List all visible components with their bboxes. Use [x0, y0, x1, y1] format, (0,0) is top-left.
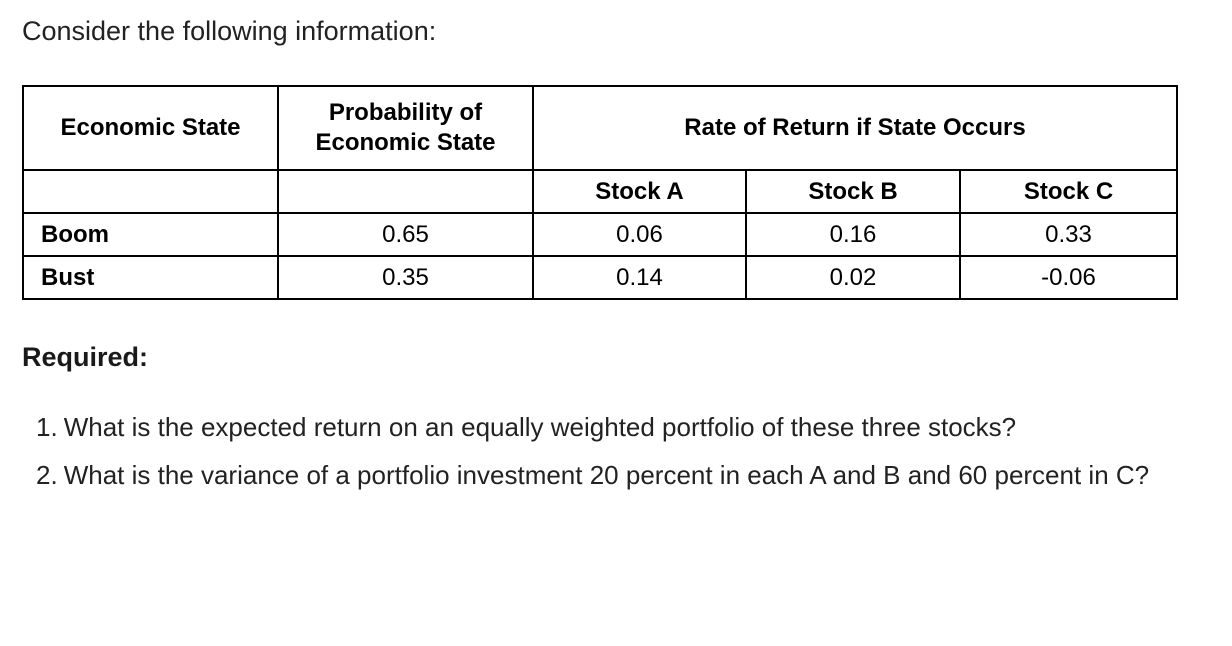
questions-list: 1. What is the expected return on an equa…: [36, 403, 1210, 499]
question-text-2: What is the variance of a portfolio inve…: [63, 460, 1150, 490]
cell-boom-stock-c: 0.33: [959, 212, 1178, 257]
cell-boom-stock-a: 0.06: [532, 212, 747, 257]
question-item-2: 2. What is the variance of a portfolio in…: [36, 451, 1210, 499]
intro-text: Consider the following information:: [22, 16, 437, 46]
returns-table: Economic State Probability of Economic S…: [22, 85, 1178, 300]
question-number-2: 2.: [36, 460, 58, 490]
header-economic-state: Economic State: [22, 85, 279, 171]
cell-bust-stock-c: -0.06: [959, 255, 1178, 300]
question-item-1: 1. What is the expected return on an equa…: [36, 403, 1210, 451]
table-stock-header-row: Stock A Stock B Stock C: [22, 169, 1178, 214]
cell-bust-state: Bust: [22, 255, 279, 300]
cell-bust-stock-a: 0.14: [532, 255, 747, 300]
header-probability-line2: Economic State: [315, 129, 496, 156]
cell-boom-state: Boom: [22, 212, 279, 257]
header-stock-a: Stock A: [532, 169, 747, 214]
header-stock-c: Stock C: [959, 169, 1178, 214]
header-rate-of-return: Rate of Return if State Occurs: [532, 85, 1178, 171]
empty-cell-state: [22, 169, 279, 214]
table-header-row: Economic State Probability of Economic S…: [22, 85, 1178, 171]
header-probability-line1: Probability of: [328, 99, 483, 126]
cell-boom-probability: 0.65: [277, 212, 534, 257]
table-row-bust: Bust 0.35 0.14 0.02 -0.06: [22, 255, 1178, 300]
cell-bust-stock-b: 0.02: [745, 255, 961, 300]
cell-boom-stock-b: 0.16: [745, 212, 961, 257]
table-row-boom: Boom 0.65 0.06 0.16 0.33: [22, 212, 1178, 257]
header-probability: Probability of Economic State: [277, 85, 534, 171]
empty-cell-probability: [277, 169, 534, 214]
question-text-1: What is the expected return on an equall…: [63, 412, 1017, 442]
cell-bust-probability: 0.35: [277, 255, 534, 300]
required-label: Required:: [22, 342, 149, 372]
header-stock-b: Stock B: [745, 169, 961, 214]
question-number-1: 1.: [36, 412, 58, 442]
